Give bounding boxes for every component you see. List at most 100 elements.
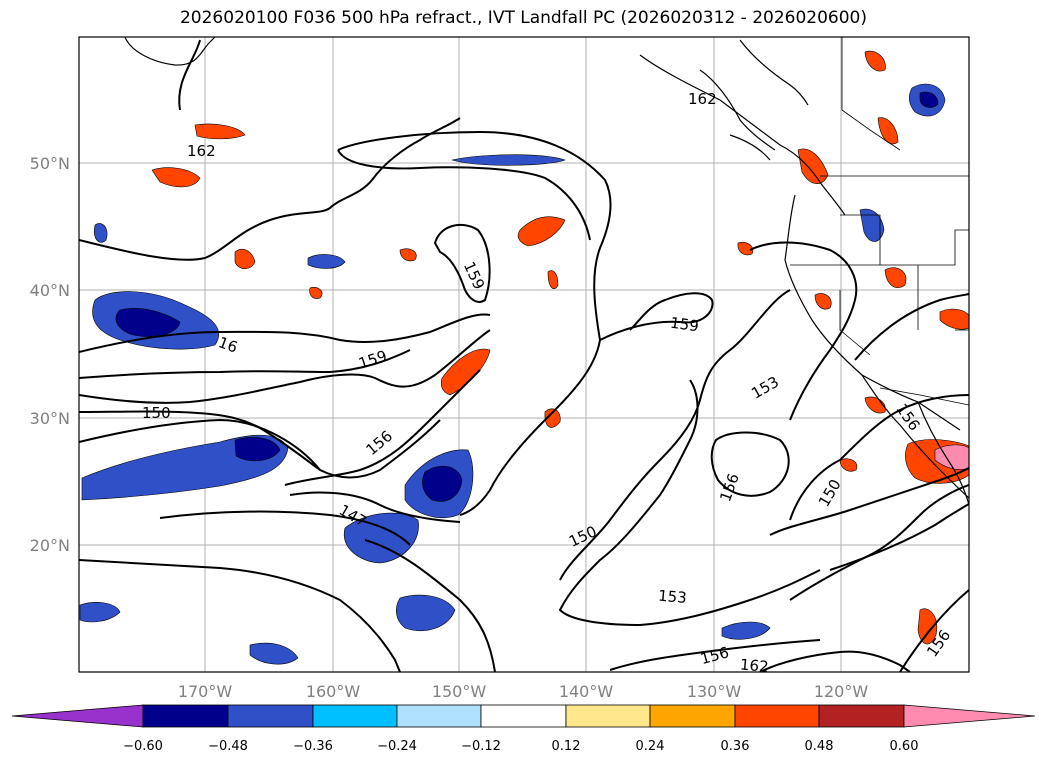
colorbar-tick-label: 0.60 [890,739,919,754]
colorbar-segment [818,704,905,728]
colorbar-tick-label: 0.24 [636,739,665,754]
positive-patch [797,148,829,184]
contour-line [789,394,969,521]
lon-label: 120°W [814,682,869,701]
contour-line [433,223,491,303]
positive-patch [309,287,323,299]
contour-line [854,293,969,361]
contour-line [829,503,969,571]
contour-line [337,149,591,241]
negative-core [919,91,939,108]
refractivity-fill [79,50,969,665]
lat-label: 50°N [30,154,70,173]
contour-line [749,241,858,421]
colorbar-tick-label: −0.48 [208,739,248,754]
lon-label: 150°W [432,682,487,701]
contour-label: 162 [739,655,769,675]
latitude-labels: 50°N 40°N 30°N 20°N [30,154,70,555]
lon-label: 170°W [178,682,233,701]
coastlines [124,37,969,506]
contour-line [364,539,496,672]
lon-label: 140°W [559,682,614,701]
border-bc-alaska [841,37,901,151]
lat-label: 40°N [30,281,70,300]
positive-patch [884,267,907,289]
contour-line [609,639,821,671]
contour-line [899,589,969,672]
positive-patch [151,167,201,188]
colorbar-tick-label: 0.12 [552,739,581,754]
negative-core [422,465,463,502]
contour-label: 162 [187,142,216,160]
coastline-baja [861,374,969,499]
negative-patch [721,621,771,640]
colorbar-tick-label: 0.48 [805,739,834,754]
negative-patch [307,254,346,269]
map-frame [78,36,970,673]
contour-label: 162 [688,90,717,108]
negative-patch [249,642,299,665]
contour-line [599,292,714,341]
plot-title: 2026020100 F036 500 hPa refract., IVT La… [179,8,867,28]
longitude-labels: 170°W 160°W 150°W 140°W 130°W 120°W [178,682,869,701]
coastline-alaska [124,37,216,66]
contour-line [284,369,481,486]
positive-patch [544,408,561,428]
colorbar-segment [396,704,482,728]
coastline-alaska-panhandle [739,39,809,106]
border-state-lines [790,214,969,356]
contour-line [710,431,790,497]
negative-core [234,437,281,462]
negative-patch [94,223,108,243]
lon-label: 130°W [687,682,742,701]
colorbar-segment [565,704,651,728]
lat-label: 30°N [30,409,70,428]
lat-label: 20°N [30,536,70,555]
contour-line [559,289,791,581]
colorbar-tick-label: −0.36 [293,739,333,754]
colorbar-segment [227,704,314,728]
map-background [79,37,969,672]
positive-patch [917,608,938,645]
colorbar-tick-label: −0.24 [377,739,417,754]
contour-line [178,39,201,111]
contour-label: 16 [216,333,240,356]
positive-patch [864,50,886,72]
negative-patch [79,602,121,623]
contour-line [289,491,461,523]
colorbar [11,704,1036,728]
contour-line [759,650,911,672]
colorbar-tick-label: 0.36 [721,739,750,754]
lon-label: 160°W [306,682,361,701]
positive-patch [939,308,969,330]
positive-patch [839,458,858,472]
negative-core [115,308,181,337]
colorbar-segment [649,704,736,728]
positive-patch [194,123,246,140]
contour-line [769,467,969,536]
negative-patch [343,512,419,564]
positive-patch [877,117,899,145]
contour-line [789,484,969,601]
coastline-gulf-alaska [639,54,846,216]
contour-line [79,418,321,471]
positive-patch [234,249,256,270]
contour-line [79,349,411,379]
positive-patch [814,293,832,310]
colorbar-tick-label: −0.12 [461,739,501,754]
positive-patch [547,270,559,290]
contour-line [79,410,441,479]
colorbar-extend-max [903,704,1036,728]
positive-max-patch [934,444,969,470]
contour-label: 159 [669,314,700,336]
positive-patch [399,248,417,262]
colorbar-extend-min [11,704,144,728]
positive-patch [517,216,566,247]
colorbar-segment [734,704,820,728]
contour-label: 150 [142,404,171,422]
contour-line [79,117,461,261]
border-us-mexico [879,387,969,406]
negative-patch [451,154,566,166]
coastline-mexico-mainland [917,401,969,506]
